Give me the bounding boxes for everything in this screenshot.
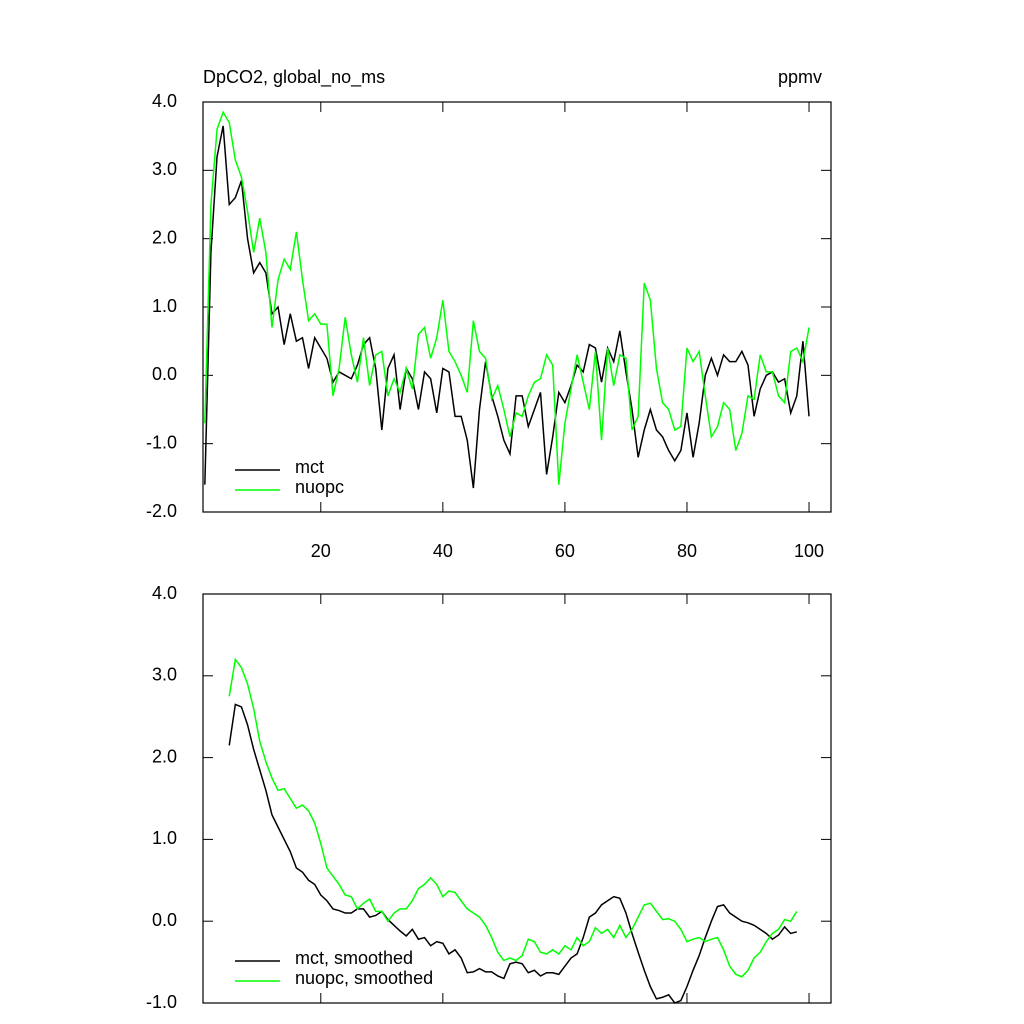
plot-frame	[202, 593, 832, 1004]
y-tick-label: 4.0	[152, 91, 177, 111]
series-line	[204, 125, 810, 489]
y-tick-label: 3.0	[152, 159, 177, 179]
y-tick-label: 2.0	[152, 227, 177, 247]
x-tick-label: 20	[311, 541, 331, 561]
y-tick-label: 0.0	[152, 910, 177, 930]
chart-title: DpCO2, global_no_ms	[203, 67, 385, 88]
y-tick-label: 1.0	[152, 296, 177, 316]
legend-label: nuopc	[295, 477, 344, 497]
y-tick-label: 0.0	[152, 364, 177, 384]
y-tick-label: -1.0	[146, 992, 177, 1012]
legend-label: nuopc, smoothed	[295, 968, 433, 988]
y-tick-label: 3.0	[152, 665, 177, 685]
plot-frame	[202, 101, 832, 513]
x-tick-label: 80	[677, 541, 697, 561]
series-line	[228, 657, 798, 978]
legend-label: mct, smoothed	[295, 948, 413, 968]
x-tick-label: 60	[555, 541, 575, 561]
units-label: ppmv	[778, 67, 822, 87]
series-line	[204, 110, 810, 485]
y-tick-label: 4.0	[152, 583, 177, 603]
series-line	[228, 703, 798, 1004]
y-tick-label: 1.0	[152, 828, 177, 848]
x-tick-label: 40	[433, 541, 453, 561]
y-tick-label: 2.0	[152, 746, 177, 766]
y-tick-label: -1.0	[146, 432, 177, 452]
y-tick-label: -2.0	[146, 501, 177, 521]
legend-label: mct	[295, 457, 324, 477]
x-tick-label: 100	[794, 541, 824, 561]
